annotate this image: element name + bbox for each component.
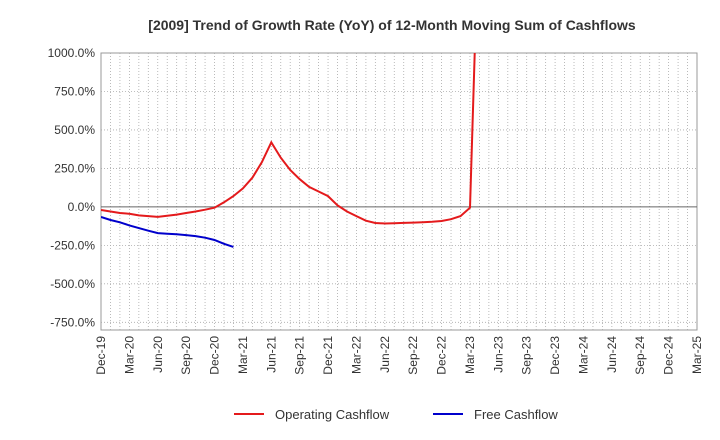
legend-label-free-cashflow: Free Cashflow	[474, 407, 558, 422]
x-tick-label: Mar-21	[236, 336, 250, 374]
series-line-free-cashflow	[101, 215, 234, 248]
legend-label-operating-cashflow: Operating Cashflow	[275, 407, 390, 422]
y-tick-label: -750.0%	[50, 315, 95, 329]
x-tick-label: Mar-25	[690, 336, 704, 374]
x-tick-label: Sep-22	[406, 336, 420, 375]
axes: 1000.0% 750.0% 500.0% 250.0% 0.0% -250.0% -500…	[48, 46, 704, 375]
x-tick-label: Jun-23	[491, 336, 505, 373]
y-tick-label: 1000.0%	[48, 46, 96, 60]
x-tick-label: Mar-22	[349, 336, 363, 374]
series-layer	[101, 53, 476, 248]
chart-title: [2009] Trend of Growth Rate (YoY) of 12-…	[148, 17, 636, 33]
y-tick-label: 0.0%	[68, 200, 96, 214]
x-tick-label: Dec-19	[94, 336, 108, 375]
x-tick-label: Jun-20	[151, 336, 165, 373]
legend: Operating Cashflow Free Cashflow	[234, 407, 558, 422]
grid	[100, 52, 698, 331]
x-tick-label: Jun-22	[378, 336, 392, 373]
y-tick-label: 500.0%	[54, 123, 95, 137]
x-tick-label: Dec-23	[548, 336, 562, 375]
x-tick-label: Sep-24	[633, 336, 647, 375]
series-line-operating-cashflow	[101, 53, 476, 225]
x-tick-label: Mar-23	[463, 336, 477, 374]
x-tick-label: Sep-21	[293, 336, 307, 375]
x-tick-label: Dec-21	[321, 336, 335, 375]
y-tick-label: -250.0%	[50, 238, 95, 252]
x-tick-label: Mar-24	[576, 336, 590, 374]
y-tick-label: -500.0%	[50, 277, 95, 291]
x-tick-label: Sep-20	[179, 336, 193, 375]
x-tick-label: Jun-24	[605, 336, 619, 373]
x-tick-label: Dec-20	[208, 336, 222, 375]
x-tick-label: Jun-21	[264, 336, 278, 373]
plot-frame	[100, 52, 698, 331]
y-tick-label: 250.0%	[54, 161, 95, 175]
x-tick-label: Mar-20	[122, 336, 136, 374]
x-tick-label: Sep-23	[520, 336, 534, 375]
x-tick-label: Dec-24	[662, 336, 676, 375]
x-tick-label: Dec-22	[435, 336, 449, 375]
y-tick-label: 750.0%	[54, 84, 95, 98]
